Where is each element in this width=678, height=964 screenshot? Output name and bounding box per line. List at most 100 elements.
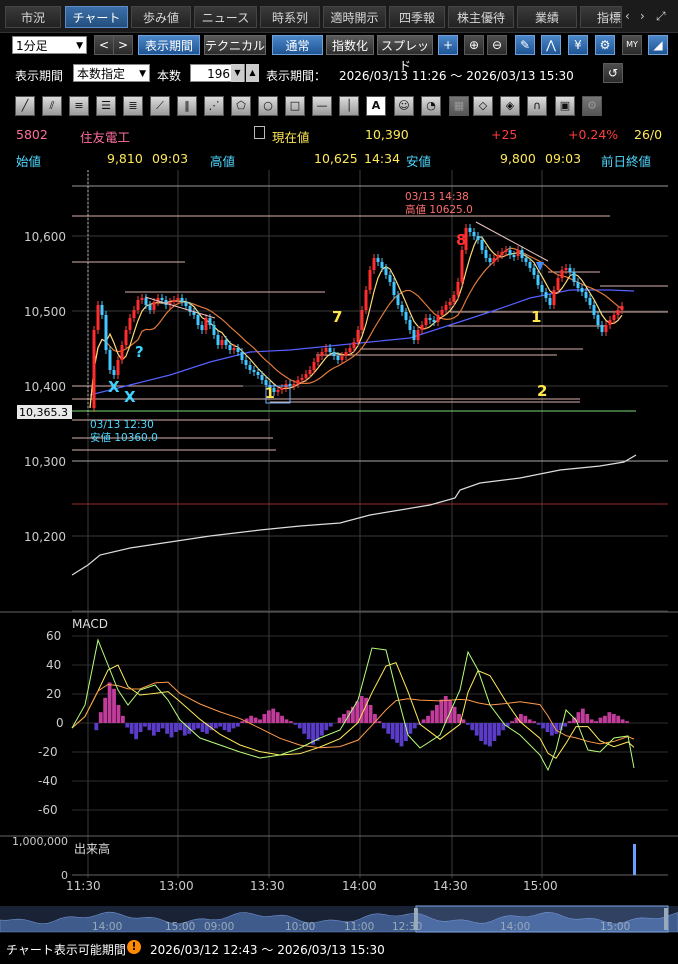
tab-yutai[interactable]: 株主優待 [448,6,514,28]
parallel-line-icon[interactable]: ⫽ [42,96,62,116]
price-change: +25 [491,127,518,142]
index-button[interactable]: 指数化 [326,35,374,55]
overview-tick: 14:00 [92,921,122,933]
price-chart[interactable]: 10,600 10,500 10,400 10,300 10,200 10,36… [0,170,678,934]
settings-icon[interactable]: ⚙ [582,96,602,116]
signal-marker-1: 1 [531,308,541,326]
gear-icon[interactable]: ⚙ [595,35,615,55]
horizontal-line-icon[interactable]: — [312,96,332,116]
tab-results[interactable]: 業績 [517,6,577,28]
next-button[interactable]: > [113,35,133,55]
eraser-all-icon[interactable]: ◈ [500,96,520,116]
eraser-icon[interactable]: ◇ [473,96,493,116]
macd-fast-line [71,638,635,772]
period-mode-select[interactable]: 本数指定 ▼ [73,64,150,82]
mountain-chart-icon[interactable]: ◢ [648,35,668,55]
trend-line [475,221,549,262]
tab-shikiho[interactable]: 四季報 [389,6,445,28]
warning-icon[interactable]: ! [127,940,141,954]
document-icon [254,126,265,139]
expand-icon[interactable]: ⤢ [656,9,666,23]
overview-tick: 14:00 [500,921,530,933]
pentagon-icon[interactable]: ⬠ [231,96,251,116]
calendar-icon[interactable]: ▦ [449,96,469,116]
low-annotation-value: 安値 10360.0 [90,431,158,444]
yen-icon[interactable]: ¥ [568,35,588,55]
zoom-in-icon[interactable]: ⊕ [464,35,484,55]
range-value: 2026/03/13 11:26 ～ 2026/03/13 15:30 [339,69,574,83]
overview-handle-left[interactable] [414,908,418,930]
prev-button[interactable]: < [94,35,114,55]
low-annotation-time: 03/13 12:30 [90,419,154,431]
overview-tick: 09:00 [204,921,234,933]
rectangle-icon[interactable]: □ [285,96,305,116]
interval-select[interactable]: 1分足 ▼ [12,36,87,54]
vertical-line-icon[interactable]: │ [339,96,359,116]
tab-ticks[interactable]: 歩み値 [131,6,191,28]
chevron-down-icon: ▼ [76,41,83,51]
my-chart-icon[interactable]: MY [622,35,642,55]
count-stepper-up-icon[interactable]: ▲ [246,64,259,82]
signal-icon[interactable]: ⋀ [541,35,561,55]
signal-marker-2: 2 [537,382,547,400]
fan-lines-icon[interactable]: ⟋ [150,96,170,116]
current-price-tag [17,405,72,419]
price-tick: 10,500 [24,305,66,319]
overview-area [0,911,678,933]
tab-prev-icon[interactable]: ‹ [625,9,630,23]
tab-timeseries[interactable]: 時系列 [260,6,320,28]
time-tick: 13:00 [159,879,194,893]
current-price-tag-text: 10,365.3 [19,406,68,419]
normal-button[interactable]: 通常 [272,35,323,55]
ma-short-line [89,236,623,409]
overview-handle-right[interactable] [664,908,668,930]
spread-button[interactable]: スプレッド [377,35,433,73]
tab-news[interactable]: ニュース [194,6,257,28]
tab-market[interactable]: 市況 [5,6,61,28]
lock-icon[interactable]: ▣ [555,96,575,116]
tab-next-icon[interactable]: › [640,9,645,23]
signal-marker-question: ? [135,343,144,361]
stock-code: 5802 [16,127,48,142]
tab-chart[interactable]: チャート [65,6,128,28]
trend-line-icon[interactable]: ╱ [15,96,35,116]
signal-marker-1b: 1 [265,386,275,402]
price-tick: 10,200 [24,530,66,544]
selection-box [265,385,291,404]
fibonacci-lines-icon[interactable]: ≣ [123,96,143,116]
macd-tick: -60 [38,803,58,817]
open-value: 9,810 [107,151,143,166]
refresh-icon[interactable]: ↺ [603,63,623,83]
available-period-label: チャート表示可能期間 [6,943,126,957]
price-tick: 10,400 [24,380,66,394]
circle-icon[interactable]: ○ [258,96,278,116]
text-icon[interactable]: A [366,96,386,116]
interval-select-value: 1分足 [16,39,48,53]
available-period-range: 2026/03/12 12:43 ～ 2026/03/13 15:30 [150,943,385,957]
magnet-icon[interactable]: ∩ [527,96,547,116]
high-value: 10,625 [314,151,358,166]
tab-indicators[interactable]: 指標 [580,6,622,28]
overview-tick: 11:00 [344,921,374,933]
vertical-lines-icon[interactable]: ‖ [177,96,197,116]
channel-line-icon[interactable]: ≡ [69,96,89,116]
low-time: 09:03 [545,151,582,166]
signal-marker-7: 7 [332,308,342,326]
macd-label: MACD [72,617,108,631]
low-value: 9,800 [500,151,536,166]
open-time: 09:03 [152,151,189,166]
icon-icon[interactable]: ☺ [394,96,414,116]
zoom-out-icon[interactable]: ⊖ [487,35,507,55]
technical-button[interactable]: テクニカル [204,35,266,55]
count-stepper-down-icon[interactable]: ▼ [231,64,244,82]
display-period-button[interactable]: 表示期間 [138,35,200,55]
overview-tick: 15:00 [600,921,630,933]
gann-fan-icon[interactable]: ⋰ [204,96,224,116]
stamp-icon[interactable]: ◔ [421,96,441,116]
high-annotation-value: 高値 10625.0 [405,203,473,216]
price-change-percent: +0.24% [568,127,619,142]
horizontal-lines-icon[interactable]: ☰ [96,96,116,116]
add-button[interactable]: + [438,35,458,55]
pencil-icon[interactable]: ✎ [515,35,535,55]
tab-disclosure[interactable]: 適時開示 [323,6,386,28]
